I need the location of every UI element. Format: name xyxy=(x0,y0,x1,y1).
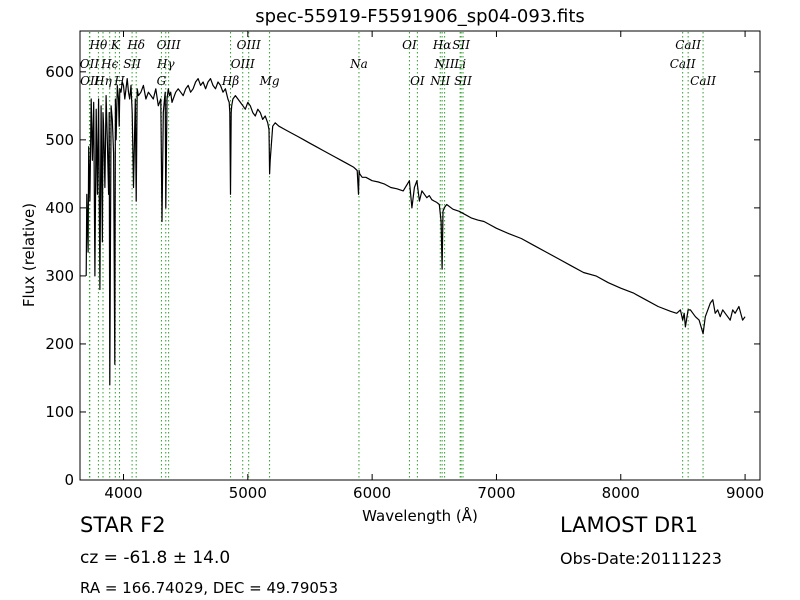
line-label-24: SII xyxy=(454,74,472,88)
line-label-1: OII xyxy=(80,57,100,71)
x-axis-label: Wavelength (Å) xyxy=(362,506,478,525)
y-tick-label-0: 0 xyxy=(64,471,74,489)
line-label-26: CaII xyxy=(670,57,696,71)
line-label-2: OII xyxy=(80,74,100,88)
line-label-21: NII xyxy=(429,74,450,88)
x-tick-label-0: 4000 xyxy=(104,484,142,502)
line-label-3: Hη xyxy=(93,74,112,88)
x-tick-label-4: 8000 xyxy=(602,484,640,502)
line-label-20: NII xyxy=(434,57,455,71)
y-tick-label-4: 400 xyxy=(45,199,74,217)
line-label-16: Na xyxy=(349,57,368,71)
line-label-19: Hα xyxy=(432,38,452,52)
line-label-8: Hδ xyxy=(126,38,145,52)
line-label-7: SII xyxy=(123,57,141,71)
chart-title: spec-55919-F5591906_sp04-093.fits xyxy=(255,6,585,27)
x-tick-label-3: 7000 xyxy=(477,484,515,502)
emission-line-markers xyxy=(88,32,704,479)
line-label-17: OI xyxy=(402,38,417,52)
line-label-15: Mg xyxy=(259,74,280,88)
line-label-14: Hβ xyxy=(221,74,239,88)
line-label-9: OIII xyxy=(157,38,181,52)
line-label-25: CaII xyxy=(675,38,701,52)
line-label-22: SII xyxy=(452,38,470,52)
spectral-class: STAR F2 xyxy=(80,513,166,537)
y-tick-label-1: 100 xyxy=(45,403,74,421)
line-label-10: Hγ xyxy=(156,57,175,71)
axis-ticks: 4000 5000 6000 7000 8000 9000 0 100 200 300 400 500… xyxy=(45,31,764,502)
line-label-5: Hϵ xyxy=(100,57,118,71)
line-label-4: K xyxy=(110,38,121,52)
observation-date: Obs-Date:20111223 xyxy=(560,549,722,568)
x-tick-label-1: 5000 xyxy=(229,484,267,502)
y-tick-label-2: 200 xyxy=(45,335,74,353)
survey-name: LAMOST DR1 xyxy=(560,513,699,537)
line-label-0: Hθ xyxy=(89,38,108,52)
spectrum-series xyxy=(85,77,746,386)
line-label-13: OIII xyxy=(231,57,255,71)
x-tick-label-2: 6000 xyxy=(353,484,391,502)
y-tick-label-3: 300 xyxy=(45,267,74,285)
line-label-18: OI xyxy=(410,74,425,88)
y-tick-label-5: 500 xyxy=(45,131,74,149)
redshift-cz: cz = -61.8 ± 14.0 xyxy=(80,548,231,568)
line-label-27: CaII xyxy=(690,74,716,88)
spectrum-line-0 xyxy=(85,77,746,386)
y-axis-label: Flux (relative) xyxy=(20,203,38,307)
x-tick-label-5: 9000 xyxy=(726,484,764,502)
ra-dec-coordinates: RA = 166.74029, DEC = 49.79053 xyxy=(80,579,339,597)
line-label-12: OIII xyxy=(237,38,261,52)
y-tick-label-6: 600 xyxy=(45,63,74,81)
line-label-11: G xyxy=(157,74,167,88)
plot-frame xyxy=(79,30,761,481)
line-label-23: Li xyxy=(453,57,466,71)
